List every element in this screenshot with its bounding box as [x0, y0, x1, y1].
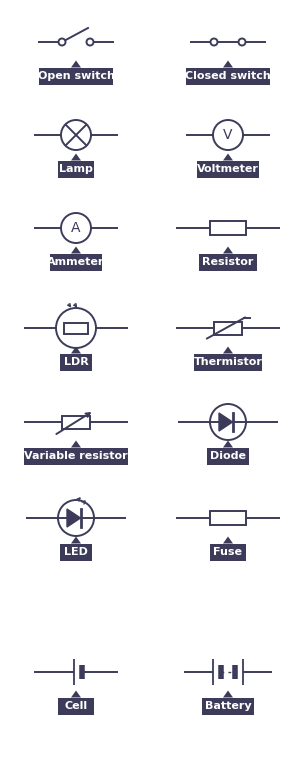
Text: Thermistor: Thermistor	[194, 357, 262, 367]
Bar	[210, 221, 246, 235]
Bar	[214, 321, 242, 335]
FancyBboxPatch shape	[60, 353, 92, 370]
Text: Ammeter: Ammeter	[47, 257, 105, 267]
Polygon shape	[223, 154, 233, 161]
Text: Cell: Cell	[64, 701, 88, 711]
FancyBboxPatch shape	[57, 161, 95, 178]
FancyBboxPatch shape	[202, 697, 254, 714]
Circle shape	[58, 500, 94, 536]
Circle shape	[213, 120, 243, 150]
Polygon shape	[223, 246, 233, 254]
Circle shape	[61, 120, 91, 150]
Bar	[62, 416, 90, 428]
Polygon shape	[223, 537, 233, 544]
Text: Resistor: Resistor	[202, 257, 254, 267]
Polygon shape	[223, 346, 233, 353]
Circle shape	[210, 38, 217, 45]
FancyBboxPatch shape	[186, 68, 270, 84]
Polygon shape	[71, 246, 81, 254]
Text: Battery: Battery	[205, 701, 251, 711]
Circle shape	[87, 38, 94, 45]
Polygon shape	[67, 509, 81, 527]
Text: Fuse: Fuse	[213, 547, 243, 557]
FancyBboxPatch shape	[199, 254, 257, 271]
FancyBboxPatch shape	[50, 254, 102, 271]
Text: Variable resistor: Variable resistor	[24, 451, 128, 461]
Text: A: A	[71, 221, 81, 235]
Polygon shape	[71, 154, 81, 161]
Text: V: V	[223, 128, 233, 142]
Bar	[210, 511, 246, 525]
Text: Diode: Diode	[210, 451, 246, 461]
Polygon shape	[71, 690, 81, 697]
Polygon shape	[71, 61, 81, 68]
Circle shape	[56, 308, 96, 348]
Polygon shape	[223, 690, 233, 697]
Text: LDR: LDR	[64, 357, 88, 367]
Text: LED: LED	[64, 547, 88, 557]
Polygon shape	[223, 61, 233, 68]
Text: Voltmeter: Voltmeter	[197, 164, 259, 174]
FancyBboxPatch shape	[40, 68, 112, 84]
Circle shape	[239, 38, 246, 45]
FancyBboxPatch shape	[197, 161, 259, 178]
FancyBboxPatch shape	[209, 544, 247, 561]
Text: Closed switch: Closed switch	[185, 71, 271, 81]
FancyBboxPatch shape	[60, 544, 92, 561]
Text: Open switch: Open switch	[38, 71, 114, 81]
FancyBboxPatch shape	[194, 353, 262, 370]
Polygon shape	[71, 537, 81, 544]
Polygon shape	[223, 441, 233, 448]
Circle shape	[61, 213, 91, 243]
Polygon shape	[71, 441, 81, 448]
Bar	[64, 322, 88, 334]
Circle shape	[210, 404, 246, 440]
FancyBboxPatch shape	[24, 448, 128, 465]
FancyBboxPatch shape	[57, 697, 95, 714]
Polygon shape	[219, 413, 233, 431]
FancyBboxPatch shape	[207, 448, 249, 465]
Text: Lamp: Lamp	[59, 164, 93, 174]
Circle shape	[58, 38, 65, 45]
Polygon shape	[71, 346, 81, 353]
